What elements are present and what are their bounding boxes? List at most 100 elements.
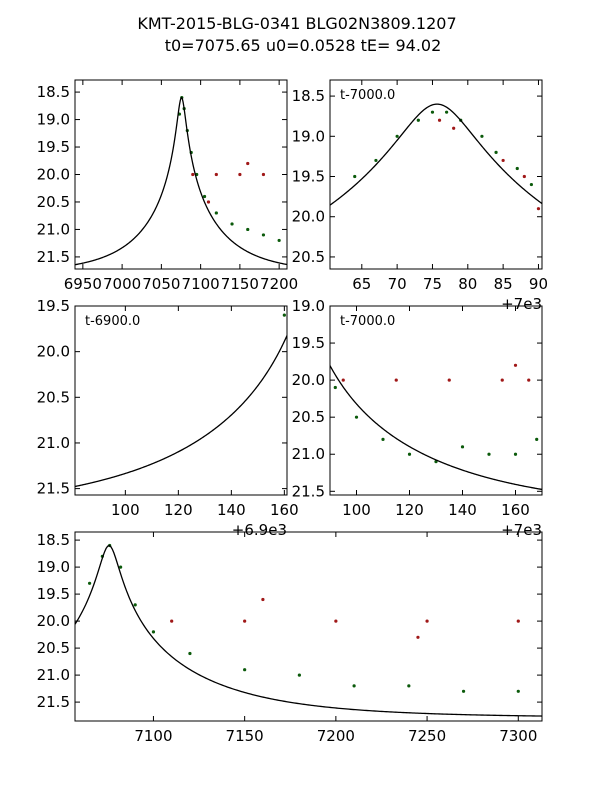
y-tick-label: 20.5 xyxy=(292,408,325,426)
data-point-secondary xyxy=(238,172,242,177)
y-tick-label: 18.5 xyxy=(37,531,70,549)
data-point xyxy=(487,452,491,456)
x-tick-label: 7200 xyxy=(317,727,355,745)
axes-frame xyxy=(74,79,288,270)
y-tick-label: 19.0 xyxy=(37,558,70,576)
y-tick-label: 21.5 xyxy=(37,248,70,266)
x-tick-label: 7100 xyxy=(134,727,172,745)
data-point-secondary xyxy=(246,161,250,166)
data-point-secondary xyxy=(191,172,195,177)
data-point-secondary xyxy=(425,619,429,623)
data-point xyxy=(202,194,207,199)
y-tick-label: 21.5 xyxy=(37,480,70,498)
model-curve xyxy=(330,103,542,206)
data-point xyxy=(381,437,385,442)
x-tick-label: 90 xyxy=(529,275,548,293)
x-axis-offset-label: +6.9e3 xyxy=(232,521,287,539)
data-point-secondary xyxy=(516,619,520,623)
data-point-secondary xyxy=(501,158,505,163)
x-tick-label: 140 xyxy=(217,501,246,519)
y-tick-label: 20.0 xyxy=(292,371,325,389)
model-curve xyxy=(330,365,542,491)
x-tick-label: 80 xyxy=(458,275,477,293)
x-tick-label: 160 xyxy=(501,501,530,519)
data-point xyxy=(230,222,234,226)
y-tick-label: 20.5 xyxy=(37,639,70,657)
axes-frame xyxy=(329,305,543,496)
data-point xyxy=(214,211,218,215)
data-point xyxy=(516,689,520,693)
data-point xyxy=(407,684,411,688)
x-tick-label: 7050 xyxy=(142,275,180,293)
y-tick-label: 21.0 xyxy=(37,220,70,238)
x-tick-label: 7200 xyxy=(260,275,298,293)
data-point xyxy=(151,630,156,634)
x-tick-label: 160 xyxy=(270,501,299,519)
x-tick-label: 70 xyxy=(388,275,407,293)
data-point xyxy=(395,134,399,138)
x-tick-label: 100 xyxy=(111,501,140,519)
data-point-secondary xyxy=(527,378,531,382)
data-point xyxy=(374,158,378,163)
x-tick-label: 100 xyxy=(342,501,371,519)
data-point-secondary xyxy=(500,378,504,382)
data-point xyxy=(119,565,123,569)
data-point xyxy=(461,689,466,693)
plot-area xyxy=(75,543,542,717)
plot-area xyxy=(330,363,542,491)
data-point-secondary xyxy=(513,363,518,367)
panel-post-peak-zoom: 100 120 140 160 19.0 19.5 20.0 20.5 21.0 21.5 t-70… xyxy=(292,297,543,539)
data-point xyxy=(87,581,92,585)
x-tick-label: 85 xyxy=(494,275,513,293)
x-tick-label: 120 xyxy=(395,501,424,519)
data-point-secondary xyxy=(243,619,247,623)
data-point-secondary xyxy=(536,207,541,211)
data-point xyxy=(416,118,420,122)
data-point xyxy=(354,415,359,419)
data-point-secondary xyxy=(261,172,266,177)
panel-full-lightcurve: 6950 7000 7050 7100 7150 7200 18.5 19.0 19.5 20.0… xyxy=(37,79,298,293)
data-point-secondary xyxy=(214,172,218,177)
data-point xyxy=(243,668,247,672)
data-point xyxy=(282,313,286,317)
data-point-secondary xyxy=(261,597,265,602)
y-tick-label: 19.0 xyxy=(292,127,325,145)
time-offset-annotation: t-7000.0 xyxy=(340,88,395,103)
plot-area xyxy=(75,313,287,488)
y-tick-label: 21.5 xyxy=(292,482,325,500)
x-tick-label: 75 xyxy=(423,275,442,293)
x-axis-offset-label: +7e3 xyxy=(501,295,542,313)
y-tick-label: 19.5 xyxy=(292,334,325,352)
y-tick-label: 21.5 xyxy=(37,693,70,711)
y-tick-label: 19.5 xyxy=(37,297,70,315)
time-offset-annotation: t-6900.0 xyxy=(85,314,140,329)
y-tick-label: 20.0 xyxy=(37,612,70,630)
data-point xyxy=(352,684,356,688)
data-point xyxy=(430,110,435,114)
plot-area xyxy=(330,103,542,211)
data-point xyxy=(333,385,337,390)
y-tick-label: 19.0 xyxy=(292,297,325,315)
x-tick-label: 65 xyxy=(352,275,371,293)
data-point xyxy=(494,150,498,154)
y-tick-label: 19.5 xyxy=(37,585,70,603)
data-point xyxy=(261,233,266,237)
panel-wide-lightcurve: 7100 7150 7200 7250 7300 18.5 19.0 19.5 20.0 20.5… xyxy=(37,531,543,745)
data-point xyxy=(460,445,465,449)
data-point-secondary xyxy=(334,619,338,623)
data-point-secondary xyxy=(522,174,526,179)
data-point xyxy=(515,166,519,171)
data-point xyxy=(277,238,281,243)
model-curve xyxy=(75,544,542,717)
figure-title-line2: t0=7075.65 u0=0.0528 tE= 94.02 xyxy=(165,36,442,55)
model-curve xyxy=(75,96,287,266)
data-point-secondary xyxy=(437,118,442,122)
data-point xyxy=(513,452,518,456)
x-tick-label: 7150 xyxy=(221,275,259,293)
axes-frame xyxy=(74,305,288,496)
y-tick-label: 21.0 xyxy=(37,666,70,684)
x-tick-label: 6950 xyxy=(64,275,102,293)
data-point-secondary xyxy=(170,619,174,623)
time-offset-annotation: t-7000.0 xyxy=(340,314,395,329)
